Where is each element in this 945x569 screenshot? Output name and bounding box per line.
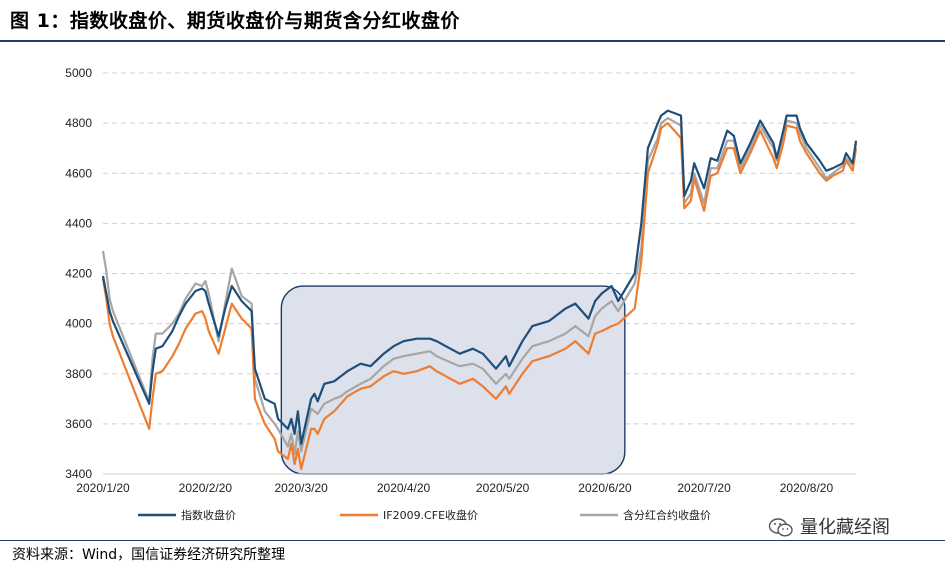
- x-tick-label: 2020/5/20: [476, 481, 530, 495]
- x-tick-label: 2020/8/20: [780, 481, 834, 495]
- watermark-text: 量化藏经阁: [800, 517, 890, 538]
- legend: 指数收盘价 IF2009.CFE收盘价 含分红合约收盘价: [138, 508, 711, 522]
- line-chart: 3400 3600 3800 4000 4200 4400 4600 4800 5000 2020…: [65, 66, 858, 522]
- legend-label-2: 含分红合约收盘价: [623, 508, 711, 522]
- y-tick-label: 3800: [65, 367, 92, 381]
- series-line-0: [101, 109, 858, 445]
- source-note: 资料来源：Wind，国信证券经济研究所整理: [12, 547, 286, 563]
- y-tick-label: 4200: [65, 267, 92, 281]
- wechat-icon: [768, 518, 793, 537]
- x-tick-label: 2020/4/20: [377, 481, 431, 495]
- y-tick-label: 3600: [65, 417, 92, 431]
- y-tick-label: 4000: [65, 317, 92, 331]
- x-tick-label: 2020/2/20: [179, 481, 233, 495]
- y-tick-label: 4400: [65, 216, 92, 230]
- series-lines: [101, 109, 858, 471]
- source-divider: [0, 540, 945, 541]
- x-tick-label: 2020/1/20: [76, 481, 130, 495]
- axes: 3400 3600 3800 4000 4200 4400 4600 4800 5000 2020…: [65, 66, 856, 495]
- y-tick-label: 5000: [65, 66, 92, 80]
- y-tick-label: 4600: [65, 166, 92, 180]
- x-tick-label: 2020/3/20: [274, 481, 328, 495]
- watermark: 量化藏经阁: [768, 514, 890, 542]
- title-divider: [0, 40, 945, 42]
- figure-title: 图 1：指数收盘价、期货收盘价与期货含分红收盘价: [10, 10, 460, 32]
- y-tick-label: 3400: [65, 467, 92, 481]
- legend-label-0: 指数收盘价: [181, 508, 236, 522]
- x-tick-label: 2020/7/20: [677, 481, 731, 495]
- x-tick-label: 2020/6/20: [578, 481, 632, 495]
- legend-label-1: IF2009.CFE收盘价: [383, 508, 478, 522]
- y-tick-label: 4800: [65, 116, 92, 130]
- series-line-1: [101, 121, 858, 471]
